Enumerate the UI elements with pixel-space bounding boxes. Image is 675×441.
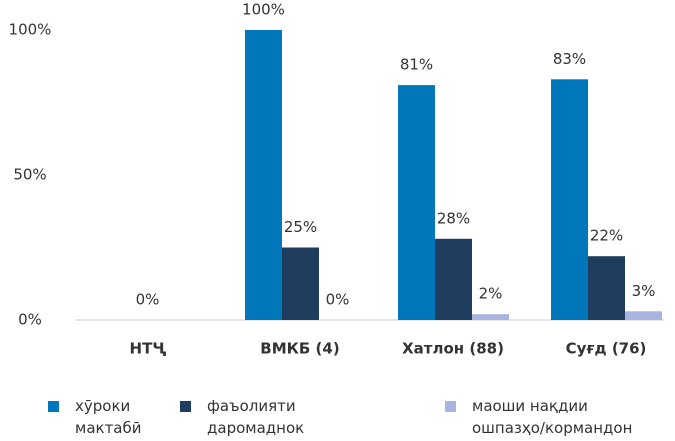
bar: [398, 85, 435, 320]
x-tick-label: Хатлон (88): [402, 340, 504, 358]
legend-item: фаъолияти даромаднок: [180, 395, 330, 439]
legend-item: хӯроки мактабӣ: [48, 395, 168, 439]
chart: 0% 50% 100% НТҶ 0% ВМКБ (4) 100% 25% 0% Хатлон (8…: [9, 1, 665, 358]
data-label: 25%: [284, 218, 317, 236]
y-tick-label: 50%: [13, 166, 46, 184]
data-label: 0%: [326, 291, 350, 309]
bar: [551, 79, 588, 320]
x-tick-label: ВМКБ (4): [260, 340, 339, 358]
data-label: 2%: [479, 285, 503, 303]
data-label: 0%: [136, 291, 160, 309]
data-label: 81%: [400, 56, 433, 74]
bar: [472, 314, 509, 320]
legend-swatch: [48, 401, 59, 412]
bar: [435, 238, 472, 320]
y-tick-label: 100%: [9, 21, 52, 39]
x-tick-label: НТҶ: [130, 340, 167, 358]
data-label: 100%: [242, 1, 285, 19]
bar: [625, 311, 662, 320]
data-label: 3%: [632, 282, 656, 300]
y-tick-label: 0%: [18, 311, 42, 329]
data-label: 83%: [553, 50, 586, 68]
bar: [245, 30, 282, 320]
legend: хӯроки мактабӣ фаъолияти даромаднок маоши …: [0, 395, 675, 441]
legend-swatch: [445, 401, 456, 412]
legend-item: маоши нақдии ошпазҳо/кормандон: [445, 395, 665, 439]
legend-label: фаъолияти даромаднок: [207, 397, 305, 437]
legend-label: хӯроки мактабӣ: [75, 397, 142, 437]
bar: [282, 247, 319, 320]
x-tick-label: Суғд (76): [566, 340, 647, 358]
data-label: 28%: [437, 209, 470, 227]
legend-label: маоши нақдии ошпазҳо/кормандон: [472, 397, 633, 437]
bar: [588, 256, 625, 320]
data-label: 22%: [590, 227, 623, 245]
legend-swatch: [180, 401, 191, 412]
